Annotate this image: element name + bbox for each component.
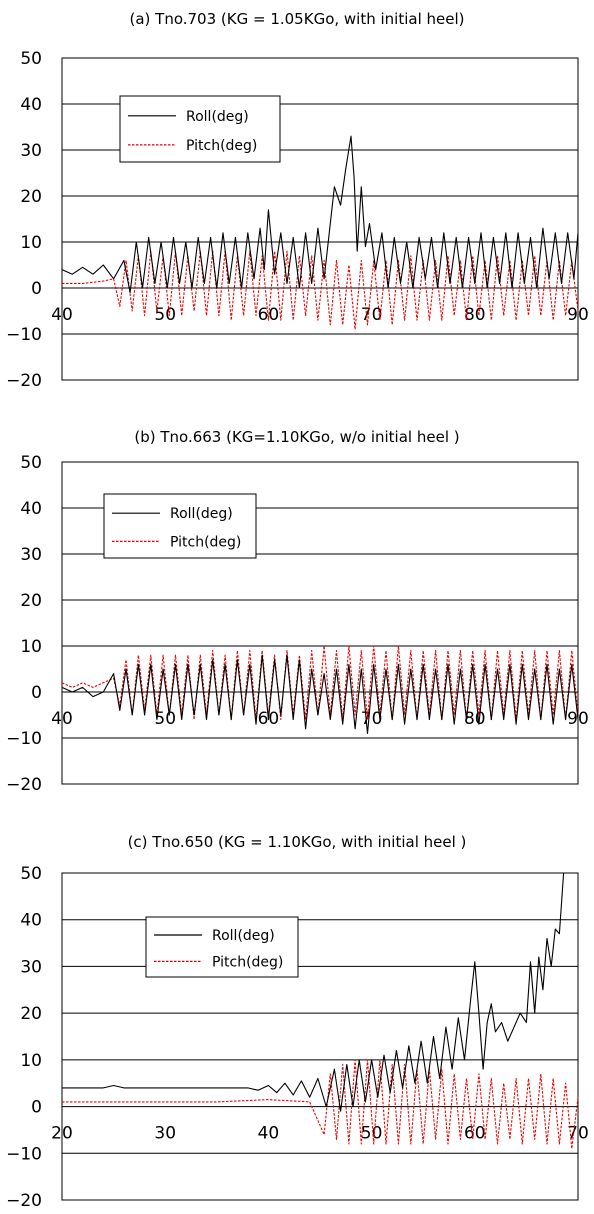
y-tick-label: −10 [6,729,42,749]
x-tick-label: 40 [51,709,73,729]
x-tick-label: 40 [51,305,73,325]
y-tick-label: −20 [6,775,42,795]
y-tick-label: 30 [20,545,42,565]
legend-box [103,493,257,559]
y-tick-label: 30 [20,957,42,977]
x-tick-label: 30 [154,1124,176,1144]
series-line-roll [61,654,579,734]
series-line-roll [62,872,568,1112]
chart-panel-b: (b) Tno.663 (KG=1.10KGo, w/o initial hee… [6,428,589,795]
legend-box [145,916,299,978]
x-tick-label: 20 [51,1124,73,1144]
x-tick-label: 90 [567,305,589,325]
chart-title: (b) Tno.663 (KG=1.10KGo, w/o initial hee… [134,428,459,446]
x-tick-label: 60 [464,1124,486,1144]
y-tick-label: 40 [20,95,42,115]
y-tick-label: 30 [20,141,42,161]
y-tick-label: 20 [20,1004,42,1024]
y-tick-label: 10 [20,233,42,253]
y-tick-label: 0 [31,279,42,299]
series-line-pitch [62,250,579,330]
y-tick-label: −10 [6,1144,42,1164]
y-tick-label: −20 [6,1191,42,1211]
x-tick-label: 50 [154,305,176,325]
series-line-pitch [61,645,579,721]
x-tick-label: 80 [464,305,486,325]
x-tick-label: 70 [361,305,383,325]
y-tick-label: 50 [20,453,42,473]
y-tick-label: 40 [20,911,42,931]
legend-label: Roll(deg) [170,506,233,522]
series-line-pitch [62,1059,579,1150]
y-tick-label: −20 [6,371,42,391]
y-tick-label: 20 [20,591,42,611]
y-tick-label: 50 [20,864,42,884]
y-tick-label: 0 [31,683,42,703]
y-tick-label: 50 [20,49,42,69]
chart-panel-c: (c) Tno.650 (KG = 1.10KGo, with initial … [6,833,589,1211]
x-tick-label: 40 [258,1124,280,1144]
y-tick-label: 40 [20,499,42,519]
y-tick-label: 10 [20,1051,42,1071]
x-tick-label: 70 [567,1124,589,1144]
y-tick-label: 10 [20,637,42,657]
chart-title: (c) Tno.650 (KG = 1.10KGo, with initial … [128,833,467,851]
plot-area [61,872,579,1201]
legend-label: Roll(deg) [212,928,275,944]
y-tick-label: 20 [20,187,42,207]
y-tick-label: −10 [6,325,42,345]
chart-panel-a: (a) Tno.703 (KG = 1.05KGo, with initial … [6,10,589,391]
chart-title: (a) Tno.703 (KG = 1.05KGo, with initial … [130,10,465,28]
legend-label: Pitch(deg) [212,954,283,970]
legend-box [119,95,281,163]
legend-label: Pitch(deg) [186,138,257,154]
x-tick-label: 50 [361,1124,383,1144]
x-tick-label: 50 [154,709,176,729]
series-line-roll [61,135,579,294]
legend-label: Pitch(deg) [170,534,241,550]
legend-label: Roll(deg) [186,109,249,125]
y-tick-label: 0 [31,1098,42,1118]
